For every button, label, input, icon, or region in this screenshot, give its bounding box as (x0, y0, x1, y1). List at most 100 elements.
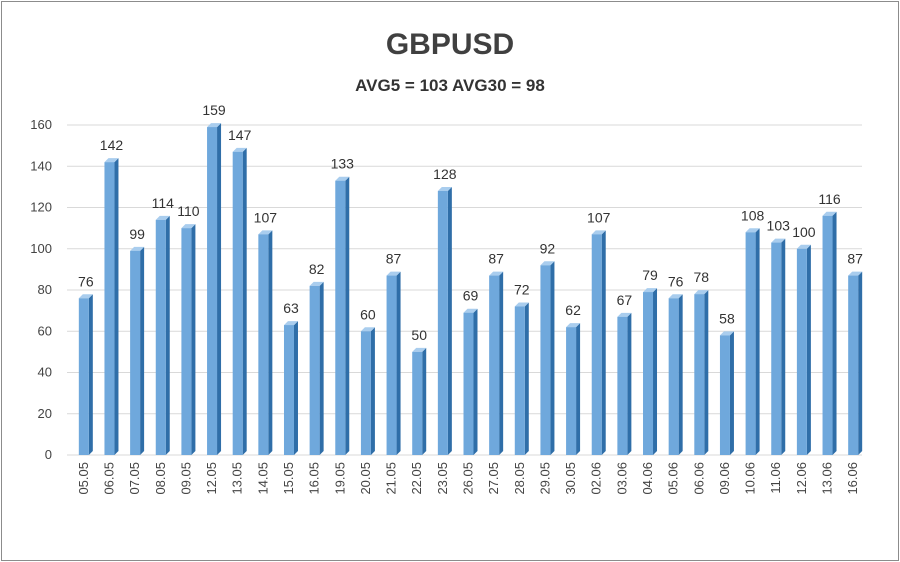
y-tick-label: 80 (38, 282, 52, 297)
bar (822, 211, 837, 455)
bar-side (422, 347, 427, 455)
x-category-label: 05.06 (666, 462, 681, 495)
bar-side (140, 246, 145, 455)
bar-side (653, 288, 658, 455)
bar-front (335, 180, 346, 455)
data-label: 114 (152, 195, 175, 211)
bar-front (78, 298, 89, 455)
bar-side (165, 215, 170, 455)
data-label: 87 (488, 251, 504, 267)
x-category-label: 05.05 (76, 462, 91, 495)
data-label: 107 (254, 209, 278, 225)
bar-front (309, 285, 320, 455)
bar-top (463, 308, 478, 313)
bar (258, 230, 273, 455)
y-tick-label: 100 (30, 241, 52, 256)
bar-front (386, 275, 397, 455)
bar-front (283, 325, 294, 455)
bar-top (309, 281, 324, 286)
bar-top (591, 230, 606, 235)
bar (694, 290, 709, 455)
bar-top (719, 331, 734, 336)
bars (78, 123, 863, 455)
data-label: 50 (411, 327, 427, 343)
data-label: 116 (818, 191, 841, 207)
bar-top (771, 238, 786, 243)
bar (130, 246, 145, 455)
x-category-label: 28.05 (512, 462, 527, 495)
x-category-label: 22.05 (409, 462, 424, 495)
bar-front (745, 232, 756, 455)
bar-side (114, 158, 119, 455)
bar-front (822, 215, 833, 455)
y-tick-label: 160 (30, 117, 52, 132)
y-tick-label: 60 (38, 323, 52, 338)
bar-top (155, 215, 170, 220)
x-category-label: 11.06 (768, 462, 783, 494)
bar-top (643, 288, 658, 293)
data-label: 128 (433, 166, 457, 182)
bar-top (360, 327, 375, 332)
bar (232, 147, 247, 455)
bar-side (345, 176, 350, 455)
bar-top (386, 271, 401, 276)
bar-top (78, 294, 93, 299)
data-label: 79 (642, 267, 658, 283)
bar-front (360, 331, 371, 455)
bar-side (755, 228, 760, 455)
x-category-label: 04.06 (640, 462, 655, 495)
bar-top (540, 261, 555, 266)
data-label: 60 (360, 306, 376, 322)
bar-side (293, 321, 298, 455)
data-label: 69 (463, 288, 479, 304)
bar-side (627, 312, 632, 455)
bar-front (437, 191, 448, 455)
y-axis-ticks: 0 20 40 60 80 100 120 140 160 (30, 117, 52, 462)
chart-subtitle: AVG5 = 103 AVG30 = 98 (355, 76, 545, 95)
bar-side (217, 123, 222, 455)
data-label: 76 (668, 273, 684, 289)
x-category-label: 09.06 (717, 462, 732, 495)
bar-side (473, 308, 478, 455)
data-label: 78 (694, 269, 710, 285)
bar-front (591, 234, 602, 455)
x-category-label: 12.05 (204, 462, 219, 495)
bar-side (268, 230, 273, 455)
x-category-label: 13.06 (820, 462, 835, 495)
bar (335, 176, 350, 455)
bar (412, 347, 427, 455)
bar (540, 261, 555, 455)
bar-top (822, 211, 837, 216)
data-label: 82 (309, 261, 325, 277)
x-category-label: 14.05 (255, 462, 270, 495)
data-label: 108 (741, 207, 765, 223)
bar-side (806, 244, 811, 455)
x-category-label: 21.05 (384, 462, 399, 495)
bar-side (858, 271, 863, 455)
bar-front (232, 151, 243, 455)
x-category-label: 29.05 (537, 462, 552, 495)
chart-title: GBPUSD (385, 28, 515, 61)
bar-front (848, 275, 859, 455)
x-category-label: 03.06 (614, 462, 629, 495)
bar-side (499, 271, 504, 455)
bar-side (447, 187, 452, 455)
x-category-label: 08.05 (153, 462, 168, 495)
bar (719, 331, 734, 455)
bar-top (566, 323, 581, 328)
bar-front (207, 127, 218, 455)
bar-side (729, 331, 734, 455)
bar (207, 123, 222, 455)
bar-front (181, 228, 192, 455)
bar (155, 215, 170, 455)
bar-side (370, 327, 375, 455)
bar-top (335, 176, 350, 181)
data-label: 87 (386, 251, 402, 267)
bar (796, 244, 811, 455)
bar-front (104, 162, 115, 455)
bar-side (576, 323, 581, 455)
bar-top (207, 123, 222, 128)
bar-top (668, 294, 683, 299)
bar (283, 321, 298, 455)
